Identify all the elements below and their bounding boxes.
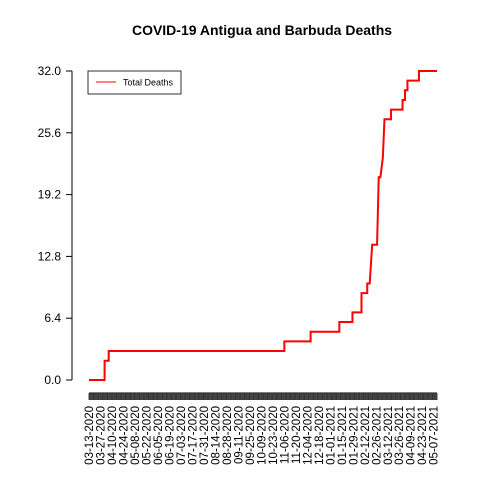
- legend-box: [87, 70, 182, 95]
- x-tick-label: 10-09-2020: [256, 406, 268, 465]
- x-tick-label: 06-05-2020: [153, 406, 165, 465]
- x-tick-label: 12-18-2020: [314, 406, 326, 465]
- x-tick-label: 03-27-2020: [95, 406, 107, 465]
- series-layer: [89, 70, 437, 381]
- y-tick-label: 25.6: [38, 126, 62, 140]
- x-tick-label: 06-19-2020: [164, 406, 176, 465]
- x-tick-label: 01-29-2021: [348, 406, 360, 465]
- y-axis: 0.0 6.4 12.8 19.2 25.6 32.0: [38, 64, 73, 387]
- x-tick-label: 02-12-2021: [360, 406, 372, 465]
- legend-label-total-deaths: Total Deaths: [123, 78, 174, 88]
- x-tick-label: 07-03-2020: [176, 406, 188, 465]
- x-tick-label: 03-12-2021: [383, 406, 395, 465]
- x-tick-label: 04-09-2021: [406, 406, 418, 465]
- x-tick-label: 01-01-2021: [325, 406, 337, 465]
- x-tick-label: 04-24-2020: [118, 406, 130, 465]
- x-tick-label: 04-23-2021: [417, 406, 429, 465]
- x-axis: 03-13-2020 03-27-2020 04-10-2020 04-24-2020…: [84, 392, 441, 465]
- x-tick-label: 11-06-2020: [279, 406, 291, 464]
- x-tick-label: 01-15-2021: [337, 406, 349, 465]
- x-tick-label: 08-28-2020: [222, 406, 234, 465]
- series-line-total-deaths: [89, 70, 437, 381]
- x-tick-label: 07-31-2020: [199, 406, 211, 465]
- legend: Total Deaths: [87, 70, 182, 95]
- y-tick-label: 32.0: [38, 64, 62, 78]
- chart-title: COVID-19 Antigua and Barbuda Deaths: [132, 22, 392, 38]
- x-tick-label: 03-13-2020: [84, 406, 96, 465]
- x-tick-label: 09-25-2020: [245, 406, 257, 465]
- y-tick-label: 6.4: [44, 311, 61, 325]
- x-tick-label: 12-04-2020: [302, 406, 314, 465]
- x-tick-label: 05-22-2020: [141, 406, 153, 465]
- x-tick-label: 04-10-2020: [107, 406, 119, 465]
- x-tick-label: 08-14-2020: [210, 406, 222, 465]
- y-tick-label: 12.8: [38, 249, 62, 263]
- x-tick-label: 02-26-2021: [371, 406, 383, 465]
- x-tick-label: 05-08-2020: [130, 406, 142, 465]
- x-tick-label: 05-07-2021: [429, 406, 441, 465]
- x-tick-label: 09-11-2020: [233, 406, 245, 464]
- x-tick-label: 03-26-2021: [394, 406, 406, 465]
- x-tick-label: 10-23-2020: [268, 406, 280, 465]
- y-tick-label: 19.2: [38, 188, 62, 202]
- x-tick-label: 07-17-2020: [187, 406, 199, 465]
- y-tick-label: 0.0: [44, 373, 61, 387]
- x-tick-label: 11-20-2020: [291, 406, 303, 464]
